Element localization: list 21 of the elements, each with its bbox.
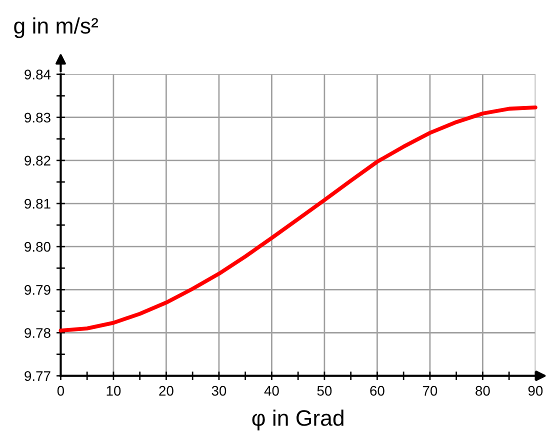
y-axis-title: g in m/s² <box>14 17 98 38</box>
y-tick-label: 9.81 <box>24 198 50 209</box>
x-tick-label: 90 <box>528 386 543 396</box>
y-tick-label: 9.82 <box>24 156 50 166</box>
y-tick-label: 9.79 <box>24 285 50 295</box>
x-tick-label: 80 <box>476 386 490 396</box>
y-tick-label: 9.80 <box>24 242 50 252</box>
x-tick-label: 50 <box>317 386 332 396</box>
y-tick-label: 9.78 <box>24 328 50 338</box>
x-axis-title: φ in Grad <box>252 410 344 430</box>
x-tick-label: 70 <box>422 386 438 396</box>
y-tick-label: 9.84 <box>24 70 51 80</box>
x-tick-label: 60 <box>370 386 384 396</box>
x-tick-label: 10 <box>106 386 121 396</box>
line-series <box>58 106 538 333</box>
y-tick-label: 9.77 <box>24 371 50 381</box>
x-tick-label: 0 <box>57 386 64 396</box>
x-tick-label: 20 <box>159 386 174 396</box>
y-tick-label: 9.83 <box>24 112 50 123</box>
x-tick-label: 30 <box>212 386 226 396</box>
x-tick-label: 40 <box>264 386 279 396</box>
